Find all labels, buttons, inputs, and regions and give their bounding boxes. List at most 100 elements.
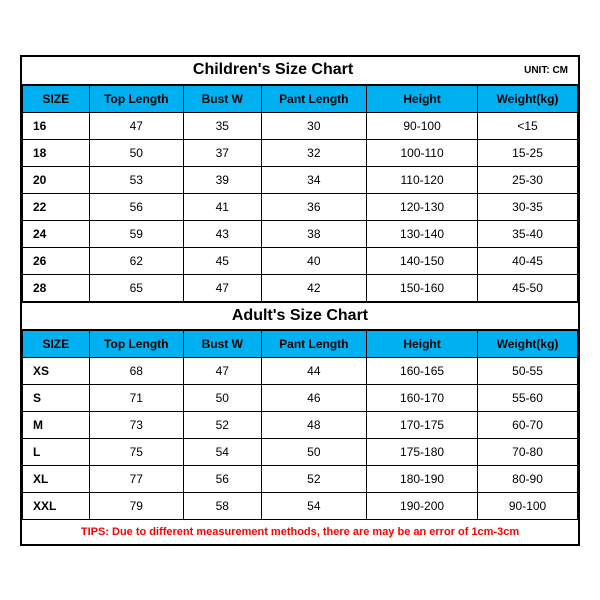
table-cell: 40-45	[478, 247, 578, 274]
table-row: 20533934110-12025-30	[23, 166, 578, 193]
table-row: 24594338130-14035-40	[23, 220, 578, 247]
col-pant-length: Pant Length	[261, 85, 366, 112]
size-chart-container: Children's Size Chart UNIT: CM SIZE Top …	[20, 55, 580, 546]
table-cell: L	[23, 438, 90, 465]
children-title-row: Children's Size Chart UNIT: CM	[22, 57, 578, 85]
table-row: 18503732100-11015-25	[23, 139, 578, 166]
table-cell: 160-170	[367, 384, 478, 411]
table-cell: 140-150	[367, 247, 478, 274]
table-cell: 55-60	[478, 384, 578, 411]
table-cell: 52	[183, 411, 261, 438]
tips-note: TIPS: Due to different measurement metho…	[22, 520, 578, 544]
table-row: 28654742150-16045-50	[23, 274, 578, 301]
table-row: XL775652180-19080-90	[23, 465, 578, 492]
table-cell: 15-25	[478, 139, 578, 166]
col-bust-w: Bust W	[183, 85, 261, 112]
table-cell: 30-35	[478, 193, 578, 220]
table-cell: 80-90	[478, 465, 578, 492]
table-cell: 100-110	[367, 139, 478, 166]
table-cell: 20	[23, 166, 90, 193]
table-cell: 60-70	[478, 411, 578, 438]
col-pant-length: Pant Length	[261, 330, 366, 357]
table-cell: 71	[89, 384, 183, 411]
table-cell: 26	[23, 247, 90, 274]
unit-label: UNIT: CM	[524, 65, 578, 76]
table-row: XS684744160-16550-55	[23, 357, 578, 384]
table-cell: 48	[261, 411, 366, 438]
table-cell: 53	[89, 166, 183, 193]
table-cell: 56	[183, 465, 261, 492]
table-cell: 36	[261, 193, 366, 220]
col-weight: Weight(kg)	[478, 330, 578, 357]
table-cell: 35	[183, 112, 261, 139]
table-cell: 44	[261, 357, 366, 384]
table-cell: 47	[183, 357, 261, 384]
table-cell: 56	[89, 193, 183, 220]
table-cell: 40	[261, 247, 366, 274]
table-cell: 47	[183, 274, 261, 301]
table-cell: 30	[261, 112, 366, 139]
table-cell: 170-175	[367, 411, 478, 438]
col-top-length: Top Length	[89, 330, 183, 357]
table-cell: 90-100	[367, 112, 478, 139]
table-cell: 73	[89, 411, 183, 438]
table-cell: 22	[23, 193, 90, 220]
table-cell: XL	[23, 465, 90, 492]
col-weight: Weight(kg)	[478, 85, 578, 112]
table-cell: M	[23, 411, 90, 438]
col-height: Height	[367, 85, 478, 112]
table-cell: 25-30	[478, 166, 578, 193]
table-cell: 52	[261, 465, 366, 492]
col-size: SIZE	[23, 85, 90, 112]
table-cell: 54	[261, 492, 366, 519]
table-cell: XXL	[23, 492, 90, 519]
table-cell: 70-80	[478, 438, 578, 465]
col-height: Height	[367, 330, 478, 357]
table-cell: 32	[261, 139, 366, 166]
table-cell: 38	[261, 220, 366, 247]
table-cell: 43	[183, 220, 261, 247]
table-cell: 50	[261, 438, 366, 465]
table-cell: 130-140	[367, 220, 478, 247]
table-cell: 62	[89, 247, 183, 274]
adult-title-row: Adult's Size Chart	[22, 302, 578, 330]
table-cell: 35-40	[478, 220, 578, 247]
table-cell: 58	[183, 492, 261, 519]
table-cell: 28	[23, 274, 90, 301]
children-table: SIZE Top Length Bust W Pant Length Heigh…	[22, 85, 578, 302]
children-tbody: 1647353090-100<1518503732100-11015-25205…	[23, 112, 578, 301]
table-cell: 65	[89, 274, 183, 301]
table-cell: 90-100	[478, 492, 578, 519]
table-cell: 160-165	[367, 357, 478, 384]
adult-tbody: XS684744160-16550-55S715046160-17055-60M…	[23, 357, 578, 519]
table-cell: 50	[183, 384, 261, 411]
table-cell: 50	[89, 139, 183, 166]
table-cell: 45	[183, 247, 261, 274]
table-cell: 77	[89, 465, 183, 492]
table-row: 1647353090-100<15	[23, 112, 578, 139]
table-row: L755450175-18070-80	[23, 438, 578, 465]
table-cell: 24	[23, 220, 90, 247]
table-cell: 41	[183, 193, 261, 220]
table-cell: 180-190	[367, 465, 478, 492]
table-cell: 54	[183, 438, 261, 465]
children-title: Children's Size Chart	[22, 61, 524, 79]
table-cell: 150-160	[367, 274, 478, 301]
table-cell: 42	[261, 274, 366, 301]
table-cell: 34	[261, 166, 366, 193]
table-row: S715046160-17055-60	[23, 384, 578, 411]
table-cell: 175-180	[367, 438, 478, 465]
table-cell: <15	[478, 112, 578, 139]
table-cell: 47	[89, 112, 183, 139]
table-cell: 46	[261, 384, 366, 411]
table-cell: 75	[89, 438, 183, 465]
table-row: XXL795854190-20090-100	[23, 492, 578, 519]
table-cell: 50-55	[478, 357, 578, 384]
col-bust-w: Bust W	[183, 330, 261, 357]
table-cell: S	[23, 384, 90, 411]
adult-table: SIZE Top Length Bust W Pant Length Heigh…	[22, 330, 578, 520]
table-row: M735248170-17560-70	[23, 411, 578, 438]
table-row: 22564136120-13030-35	[23, 193, 578, 220]
table-cell: 68	[89, 357, 183, 384]
table-cell: 190-200	[367, 492, 478, 519]
